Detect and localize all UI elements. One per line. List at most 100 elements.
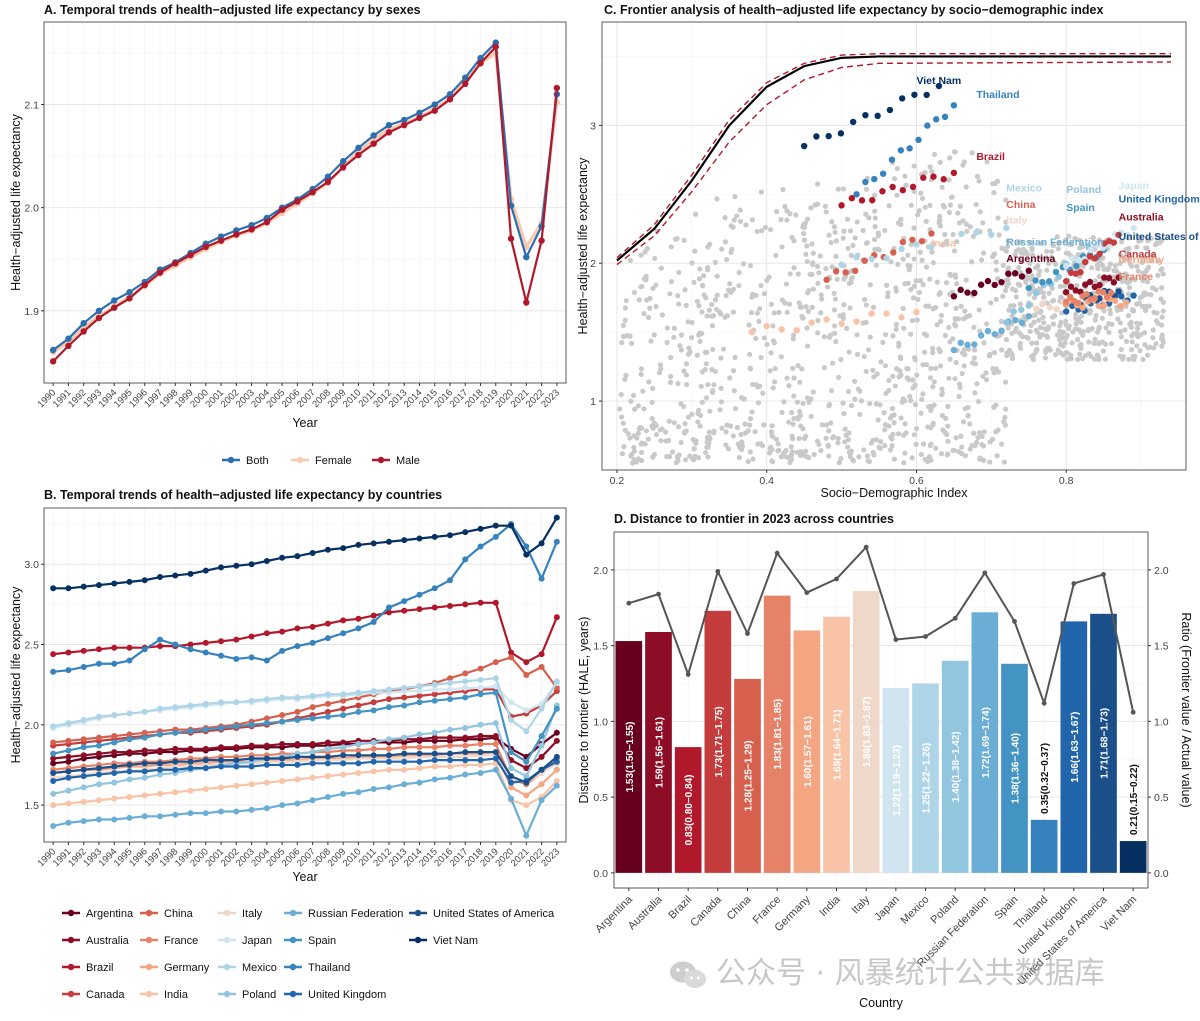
grey-point xyxy=(803,304,809,310)
grey-point xyxy=(719,246,725,252)
data-point xyxy=(538,781,545,788)
ratio-point xyxy=(804,590,810,595)
data-point xyxy=(477,749,484,756)
grey-point xyxy=(628,398,634,404)
grey-point xyxy=(1122,271,1129,277)
data-point xyxy=(309,188,316,196)
grey-point xyxy=(948,272,954,278)
grey-point xyxy=(1118,346,1124,353)
grey-point xyxy=(631,444,637,450)
data-point xyxy=(218,699,225,706)
data-point xyxy=(80,647,87,654)
data-point xyxy=(187,251,194,259)
grey-point xyxy=(819,422,825,428)
data-point xyxy=(80,752,87,759)
grey-point xyxy=(963,277,969,283)
ratio-point xyxy=(982,570,988,576)
data-point xyxy=(462,684,469,691)
grey-point xyxy=(1121,256,1127,262)
data-point xyxy=(279,718,286,725)
country-point xyxy=(941,113,949,121)
data-point xyxy=(218,763,225,770)
data-point xyxy=(49,358,57,365)
data-point xyxy=(431,750,438,757)
grey-point xyxy=(1159,314,1165,320)
grey-point xyxy=(939,184,945,190)
country-tracks xyxy=(748,82,1137,354)
data-point xyxy=(279,741,286,748)
grey-point xyxy=(625,431,631,437)
grey-point xyxy=(890,431,896,437)
grey-point xyxy=(894,192,900,198)
series-line xyxy=(53,522,558,673)
grey-point xyxy=(928,365,934,372)
country-point xyxy=(1115,274,1122,281)
grey-point xyxy=(847,228,854,234)
grey-point xyxy=(1012,288,1019,294)
grey-point xyxy=(915,296,921,302)
grey-point xyxy=(786,383,792,389)
data-point xyxy=(95,713,102,720)
data-point xyxy=(309,753,316,760)
data-point xyxy=(218,757,225,764)
grey-point xyxy=(1103,341,1109,347)
grey-point xyxy=(783,281,790,287)
legend-label: Female xyxy=(315,455,352,467)
data-point xyxy=(111,795,118,802)
grey-point xyxy=(1001,459,1008,465)
data-point xyxy=(462,724,469,731)
series-line xyxy=(53,688,558,747)
grey-point xyxy=(1007,256,1014,262)
data-point xyxy=(141,760,148,767)
grey-point xyxy=(643,428,649,434)
grey-point xyxy=(945,423,951,429)
grey-point xyxy=(1005,238,1011,244)
grey-point xyxy=(789,234,795,241)
data-point xyxy=(538,753,545,760)
data-point xyxy=(279,761,286,768)
data-point xyxy=(416,688,423,695)
frontier-lower-dashed xyxy=(616,61,1172,266)
grey-point xyxy=(681,429,688,435)
grey-point xyxy=(911,432,917,438)
grey-point xyxy=(1096,237,1103,243)
grey-point xyxy=(1118,239,1125,245)
grey-point xyxy=(723,429,729,435)
grey-point xyxy=(753,292,759,298)
grey-point xyxy=(939,412,946,419)
grey-point xyxy=(917,249,923,255)
data-point xyxy=(80,818,87,825)
data-point xyxy=(416,758,423,765)
grey-point xyxy=(923,362,930,368)
data-point xyxy=(187,570,194,577)
grey-point xyxy=(1094,329,1101,335)
grey-point xyxy=(683,457,689,463)
country-point xyxy=(930,173,937,180)
grey-point xyxy=(1072,235,1078,241)
grey-point xyxy=(667,379,674,385)
grey-point xyxy=(963,221,969,227)
country-point xyxy=(868,255,875,263)
ratio-point xyxy=(1101,572,1106,577)
panel-a: A. Temporal trends of health−adjusted li… xyxy=(9,3,567,467)
country-point xyxy=(1052,268,1060,276)
grey-point xyxy=(975,434,981,441)
data-point xyxy=(126,776,133,783)
data-point xyxy=(508,765,515,772)
grey-point xyxy=(991,350,998,356)
grey-point xyxy=(650,454,656,460)
grey-point xyxy=(908,241,914,248)
grey-point xyxy=(789,449,795,455)
grey-point xyxy=(898,415,904,421)
grey-point xyxy=(995,215,1001,221)
grey-point xyxy=(771,340,778,346)
grey-point xyxy=(1075,337,1081,343)
grey-point xyxy=(632,406,638,412)
data-point xyxy=(248,806,255,813)
country-point xyxy=(1095,302,1103,310)
grey-point xyxy=(1042,355,1049,361)
country-point xyxy=(988,231,995,238)
country-label: Canada xyxy=(1119,249,1157,261)
grey-point xyxy=(1049,298,1056,304)
grey-point xyxy=(842,439,848,445)
